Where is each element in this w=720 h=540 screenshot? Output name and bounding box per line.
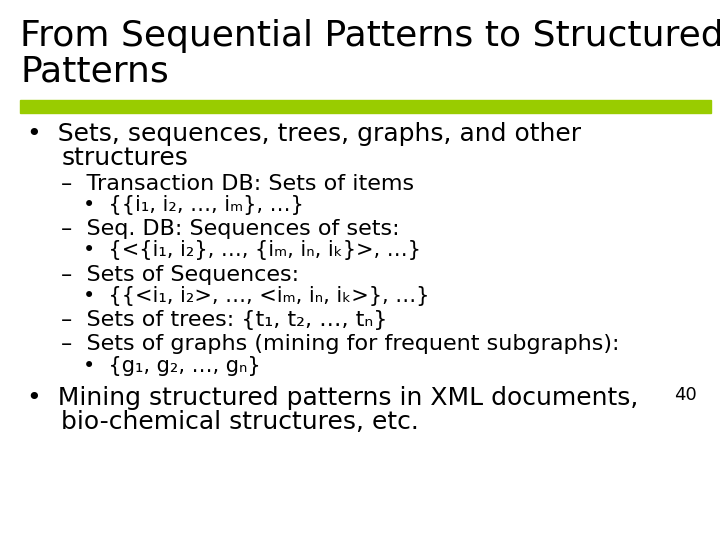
Text: bio-chemical structures, etc.: bio-chemical structures, etc. — [61, 410, 419, 434]
Text: –  Transaction DB: Sets of items: – Transaction DB: Sets of items — [61, 174, 414, 194]
Text: •  Sets, sequences, trees, graphs, and other: • Sets, sequences, trees, graphs, and ot… — [27, 122, 582, 145]
Text: •  {<{i₁, i₂}, …, {iₘ, iₙ, iₖ}>, …}: • {<{i₁, i₂}, …, {iₘ, iₙ, iₖ}>, …} — [83, 240, 420, 260]
Text: structures: structures — [61, 146, 188, 170]
Text: From Sequential Patterns to Structured: From Sequential Patterns to Structured — [20, 19, 720, 53]
Text: •  Mining structured patterns in XML documents,: • Mining structured patterns in XML docu… — [27, 386, 639, 410]
Text: •  {{<i₁, i₂>, …, <iₘ, iₙ, iₖ>}, …}: • {{<i₁, i₂>, …, <iₘ, iₙ, iₖ>}, …} — [83, 286, 429, 306]
Bar — [20, 100, 711, 113]
Text: –  Sets of trees: {t₁, t₂, …, tₙ}: – Sets of trees: {t₁, t₂, …, tₙ} — [61, 310, 387, 330]
Text: •  {{i₁, i₂, …, iₘ}, …}: • {{i₁, i₂, …, iₘ}, …} — [83, 195, 304, 215]
Text: •  {g₁, g₂, …, gₙ}: • {g₁, g₂, …, gₙ} — [83, 356, 261, 376]
Text: –  Sets of graphs (mining for frequent subgraphs):: – Sets of graphs (mining for frequent su… — [61, 334, 620, 354]
Text: –  Seq. DB: Sequences of sets:: – Seq. DB: Sequences of sets: — [61, 219, 400, 239]
Text: –  Sets of Sequences:: – Sets of Sequences: — [61, 265, 300, 285]
Text: 40: 40 — [674, 386, 697, 404]
Text: Patterns: Patterns — [20, 54, 169, 88]
